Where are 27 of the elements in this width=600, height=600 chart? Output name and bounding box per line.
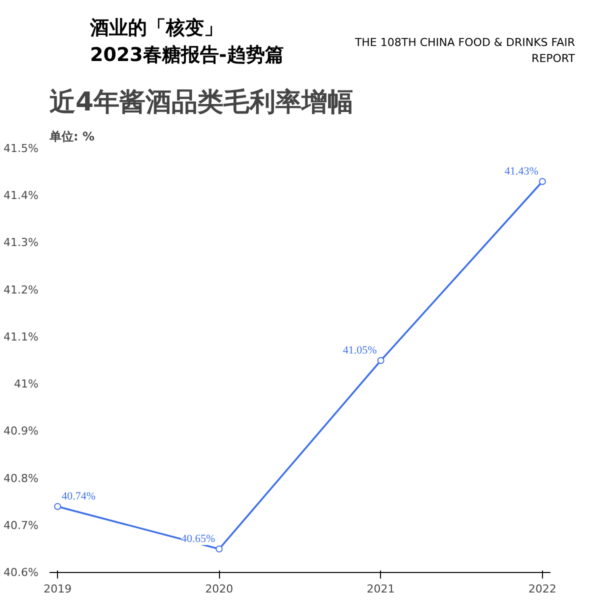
y-tick-label: 40.6% xyxy=(4,566,39,579)
data-label: 40.74% xyxy=(62,490,96,503)
y-tick-label: 41% xyxy=(14,378,39,391)
point xyxy=(54,503,62,510)
data-label: 40.65% xyxy=(181,532,216,545)
y-tick-label: 41.4% xyxy=(4,189,39,202)
y-tick-label: 41.1% xyxy=(4,330,39,344)
point xyxy=(216,545,223,552)
y-axis-title: 单位: % xyxy=(48,130,94,144)
text: 酒业的「核变」 xyxy=(90,16,224,41)
y-tick-label: 40.9% xyxy=(4,424,39,438)
x-tick-label: 2021 xyxy=(366,582,395,596)
y-tick-label: 40.7% xyxy=(4,518,39,532)
x-tick-label: 2019 xyxy=(44,582,72,596)
y-tick-label: 41.5% xyxy=(4,142,39,155)
data-label: 41.43% xyxy=(504,165,538,178)
point xyxy=(377,357,384,364)
x-tick-label: 2022 xyxy=(528,582,556,596)
x-tick-label: 2020 xyxy=(205,582,234,596)
y-tick-label: 40.8% xyxy=(4,472,39,485)
data-label: 41.05% xyxy=(342,344,377,356)
text: THE 108TH CHINA FOOD & DRINKS FAIR REPORT xyxy=(354,35,575,66)
point xyxy=(538,178,546,185)
y-tick-label: 41.2% xyxy=(4,283,39,296)
chart-title: 近4年酱酒品类毛利率增幅 xyxy=(50,88,354,118)
y-tick-label: 41.3% xyxy=(4,236,39,250)
text: 2023春糖报告-趋势篇 xyxy=(90,43,284,68)
